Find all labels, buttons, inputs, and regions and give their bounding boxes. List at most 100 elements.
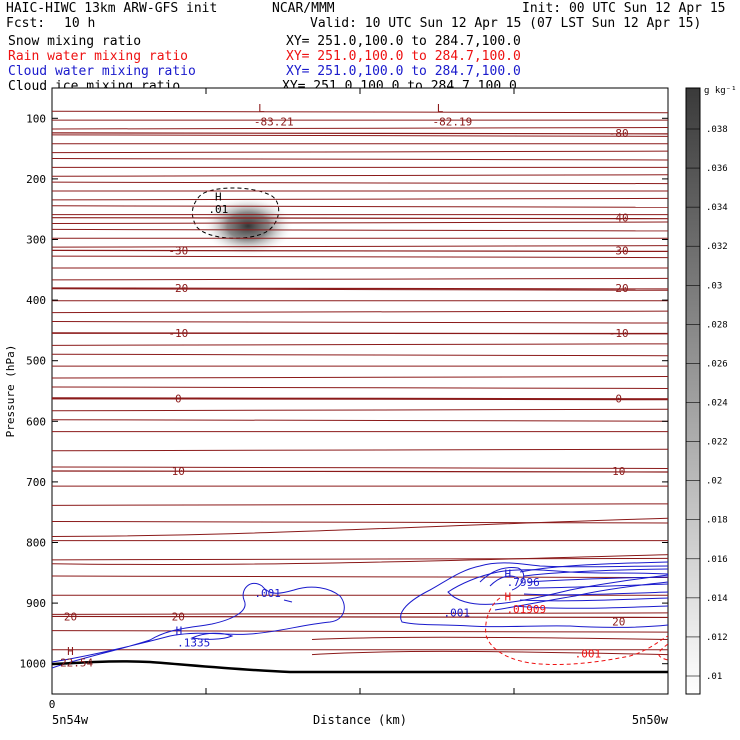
colorbar-tick-label: .01 [706,672,722,682]
colorbar [685,87,701,695]
colorbar-tick-label: .016 [706,555,728,565]
temperature-line-labeled [52,615,668,619]
y-tick-label: 600 [26,415,46,428]
contour-annotation: H [215,191,222,204]
temperature-line [52,503,668,506]
contour-annotation: H [67,645,74,658]
temperature-line [52,353,668,357]
field-snow-name: Snow mixing ratio [8,34,142,49]
colorbar-unit: g kg⁻¹ [704,86,737,96]
y-tick-label: 400 [26,294,46,307]
temperature-label-right: -40 [609,212,629,225]
y-tick-label: 700 [26,476,46,489]
temperature-line [52,448,668,452]
temperature-line [52,197,668,201]
temperature-line [52,575,668,579]
forecast-label: Fcst: [6,16,46,31]
y-tick-label: 500 [26,355,46,368]
forecast-hour: 10 h [64,16,96,31]
field-rain-xy: XY= 251.0,100.0 to 284.7,100.0 [286,49,521,64]
y-tick-label: 900 [26,597,46,610]
temperature-label: 20 [64,610,77,623]
temperature-line-labeled [52,287,668,290]
temperature-line [52,321,668,324]
field-snow-xy: XY= 251.0,100.0 to 284.7,100.0 [286,34,521,49]
temperature-line [311,650,668,656]
y-tick-label: 100 [26,112,46,125]
colorbar-tick-label: .014 [706,594,728,604]
temperature-label-left: -20 [168,282,188,295]
temperature-line [52,386,668,389]
colorbar-tick-label: .034 [706,203,728,213]
y-tick-label: 200 [26,173,46,186]
contour-annotation: H [176,625,183,638]
contour-annotation: L [437,102,444,115]
colorbar-tick-label: .022 [706,438,728,448]
field-rain-name: Rain water mixing ratio [8,49,189,64]
temperature-line [52,288,668,291]
temperature-line-labeled [52,397,668,401]
colorbar-tick-label: .03 [706,281,722,291]
colorbar-tick-label: .028 [706,320,728,330]
contour-annotation: .01909 [506,603,546,616]
temperature-line [52,517,668,537]
contour-annotation: -82.19 [433,116,473,129]
colorbar-tick-label: .038 [706,125,728,135]
temperature-line [52,158,668,161]
temperature-line [52,630,668,633]
valid-time: Valid: 10 UTC Sun 12 Apr 15 (07 LST Sun … [310,16,702,31]
org-label: NCAR/MMM [272,1,335,16]
temperature-line [52,150,668,154]
contour-annotation: .7996 [507,576,540,589]
temperature-label-right: -80 [609,127,629,140]
contour-annotation: .01 [208,203,228,216]
cloud-water-contours [52,561,668,669]
temperature-line [52,110,668,114]
colorbar-tick-label: .018 [706,516,728,526]
rain-water-contours [485,597,668,666]
colorbar-tick-label: .02 [706,477,722,487]
temperature-label-left: -10 [168,327,188,340]
temperature-line [311,636,668,640]
temperature-line [52,612,668,615]
field-cloudwater-xy: XY= 251.0,100.0 to 284.7,100.0 [286,64,521,79]
temperature-label-left: 10 [172,465,185,478]
field-cloudwater-name: Cloud water mixing ratio [8,64,196,79]
y-tick-label: 300 [26,234,46,247]
contour-annotation: .1335 [177,637,210,650]
x-right-location: 5n50w [632,713,669,727]
colorbar-tick-label: .026 [706,359,728,369]
temperature-line [52,134,668,137]
x-axis-ticks [51,88,669,694]
temperature-line [52,376,668,379]
colorbar-tick-label: .036 [706,164,728,174]
x-tick-zero: 0 [49,698,56,711]
temperature-line-labeled [52,249,668,253]
temperature-label-right: 20 [612,615,625,628]
temperature-label-right: -10 [609,327,629,340]
contour-annotation: 22.54 [60,657,93,670]
y-tick-label: 800 [26,537,46,550]
temperature-line-labeled [52,217,668,220]
temperature-label-right: 10 [612,465,625,478]
contour-annotation: H [505,568,512,581]
plot-frame [51,87,669,695]
temperature-line [52,521,668,524]
cloud-ice-shading [202,196,294,256]
temperature-line [52,126,668,130]
temperature-label-left: 0 [175,392,182,405]
temperature-label-right: -30 [609,244,629,257]
y-axis-label: Pressure (hPa) [4,345,17,438]
x-left-location: 5n54w [52,713,89,727]
temperature-line [52,205,668,208]
temperature-line [52,408,668,412]
init-time: Init: 00 UTC Sun 12 Apr 15 [522,1,726,16]
contour-annotation: .001 [575,648,602,661]
temperature-contour-labels: -30 -20 -10 0 10 20 -80 -40 -30 -20 -10 0 10 20 20 [64,127,629,628]
temperature-line [52,419,668,422]
temperature-line [52,557,668,561]
snow-contour [191,187,280,239]
temperature-line [52,554,668,566]
